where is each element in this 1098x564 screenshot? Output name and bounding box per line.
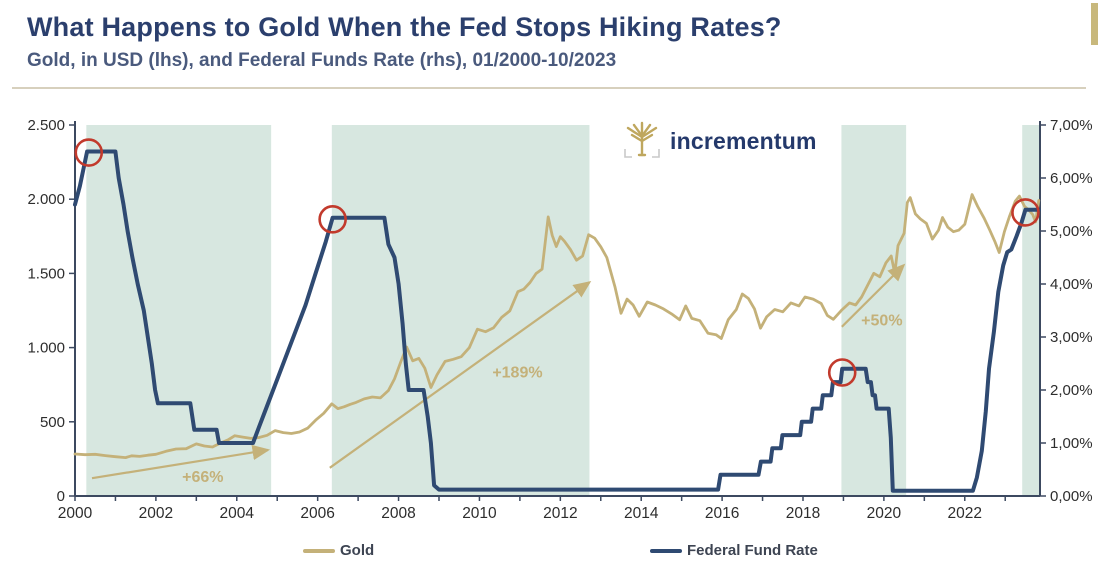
x-axis-tick-label: 2016 [705,505,739,522]
x-axis-tick-label: 2018 [786,505,820,522]
fed-peak-marker-circle [74,138,104,167]
fed-peak-marker-circle [318,205,347,234]
left-axis-tick-label: 2.000 [27,191,65,208]
trend-arrow [329,281,592,469]
trend-annotation-label: +50% [861,312,902,329]
right-axis-tick-label: 3,00% [1050,329,1093,346]
rate-pause-band [331,125,590,496]
right-axis-tick-label: 6,00% [1050,170,1093,187]
fed-peak-marker-circle [1011,198,1040,227]
trend-annotation-label: +189% [492,364,542,381]
x-axis-tick-label: 2020 [867,505,902,522]
gold-line [73,193,1041,460]
left-axis-tick-label: 1.500 [27,265,65,282]
x-axis-tick-label: 2004 [220,505,255,522]
page-title: What Happens to Gold When the Fed Stops … [27,12,782,42]
x-axis-tick-label: 2002 [139,505,173,522]
right-axis-tick-label: 1,00% [1050,435,1093,452]
fed-funds-rate-line [73,149,1041,493]
fed-fund-rate-swatch [650,548,682,553]
rate-pause-band [86,125,272,496]
left-axis-tick-label: 2.500 [27,117,65,134]
legend-label-gold: Gold [340,542,375,559]
incrementum-tree-icon [624,121,660,158]
x-axis-tick-label: 2008 [381,505,415,522]
x-axis-tick-label: 2010 [462,505,497,522]
x-axis-tick-label: 2022 [948,505,982,522]
incrementum-wordmark: incrementum [670,127,817,154]
x-axis-tick-label: 2000 [58,505,93,522]
left-axis-tick-label: 500 [40,414,65,431]
page-subtitle: Gold, in USD (lhs), and Federal Funds Ra… [27,50,617,71]
fed-peak-marker-circle [827,358,857,387]
incrementum-logo: incrementum [623,121,817,161]
legend-item-fed-fund-rate: Federal Fund Rate [650,542,818,559]
legend-item-gold: Gold [303,542,374,559]
x-axis-tick-label: 2012 [543,505,577,522]
gold-line-swatch [303,548,335,553]
rate-pause-band [841,125,907,496]
left-axis-tick-label: 1.000 [27,340,65,357]
x-axis-tick-label: 2014 [624,505,659,522]
header-divider [12,87,1086,89]
rate-pause-band [1022,125,1040,496]
right-axis-tick-label: 2,00% [1050,382,1093,399]
right-axis-tick-label: 0,00% [1050,488,1093,505]
right-axis-tick-label: 7,00% [1050,117,1093,134]
trend-annotation-label: +66% [182,469,223,486]
page-edge-accent [1091,3,1098,45]
left-axis-tick-label: 0 [57,488,65,505]
legend-label-fed-fund-rate: Federal Fund Rate [687,542,818,559]
right-axis-tick-label: 4,00% [1050,276,1093,293]
x-axis-tick-label: 2006 [300,505,334,522]
right-axis-tick-label: 5,00% [1050,223,1093,240]
trend-arrow [91,444,271,480]
chart-legend: Gold Federal Fund Rate [0,540,1098,562]
trend-arrow [841,263,906,328]
